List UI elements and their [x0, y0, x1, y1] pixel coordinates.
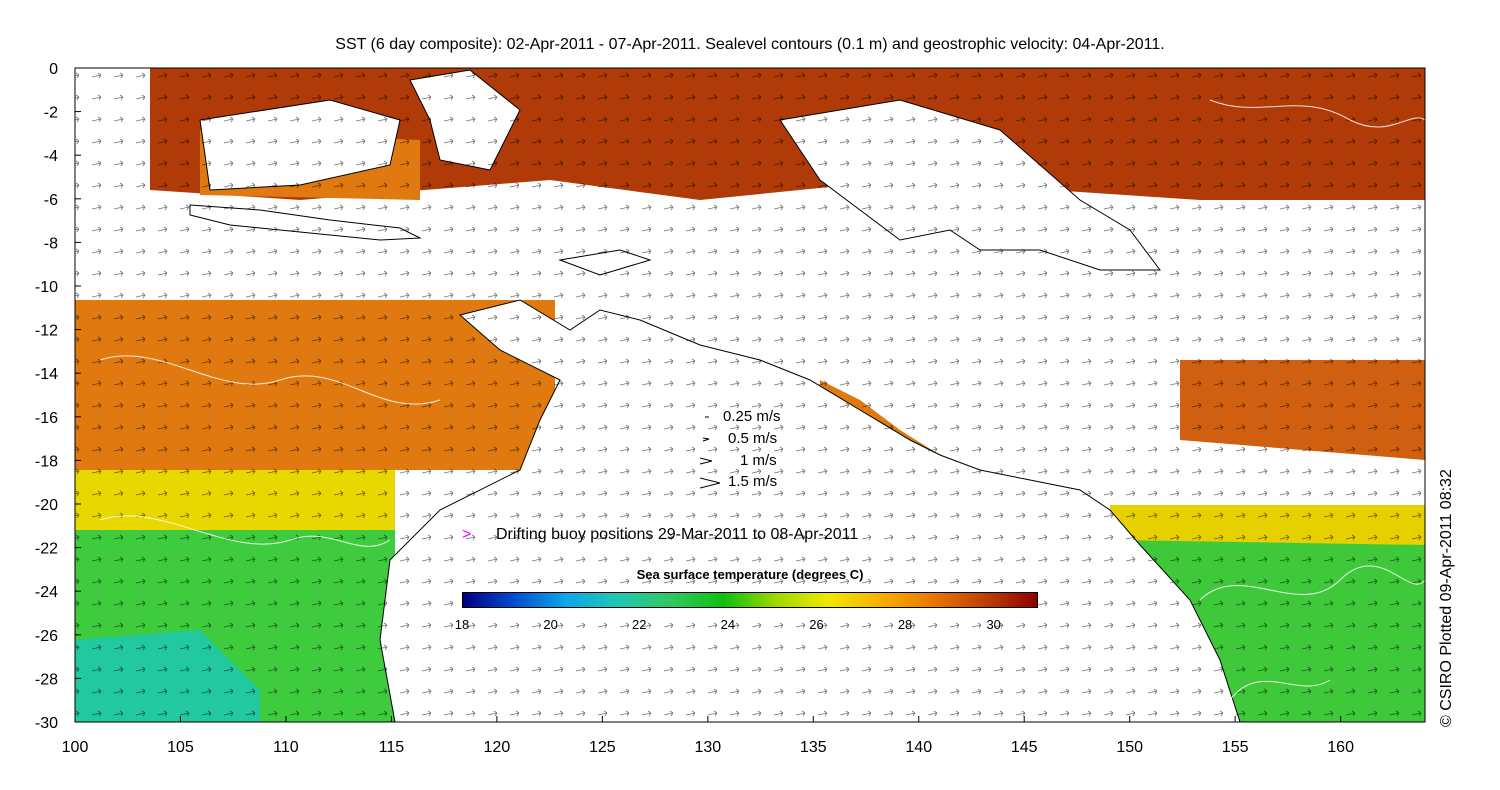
colorbar-tick-label: 24 [720, 617, 736, 632]
y-axis-ticks: 0 -2 -4 -6 -8 -10 -12 -14 -16 -18 -20 -22 -24 -26 -28 -… [35, 61, 81, 732]
sealevel-contours [99, 99, 1425, 701]
velocity-legend-label: 0.25 m/s [723, 408, 781, 425]
x-tick-label: 100 [62, 739, 89, 756]
plot-credit: © CSIRO Plotted 09-Apr-2011 08:32 [1438, 469, 1455, 727]
colorbar-tick-label: 26 [809, 617, 824, 632]
y-tick-label: -16 [35, 410, 58, 427]
x-tick-label: 115 [379, 739, 405, 756]
x-tick-label: 150 [1116, 739, 1143, 756]
x-tick-label: 155 [1222, 739, 1249, 756]
x-tick-label: 145 [1011, 739, 1038, 756]
buoy-legend-label: Drifting buoy positions 29-Mar-2011 to 0… [496, 526, 859, 543]
x-tick-label: 160 [1327, 739, 1354, 756]
velocity-legend-arrows [700, 416, 721, 489]
colorbar-tick-label: 20 [543, 617, 558, 632]
x-tick-label: 140 [905, 739, 932, 756]
colorbar-tick-label: 18 [454, 617, 470, 632]
map-frame [74, 67, 1426, 723]
y-tick-label: -14 [35, 366, 58, 383]
x-tick-label: 105 [167, 739, 194, 756]
sst-colorbar [462, 592, 1038, 608]
y-tick-label: -8 [44, 235, 58, 252]
y-tick-label: -12 [35, 323, 58, 340]
y-tick-label: -22 [35, 541, 58, 558]
y-tick-label: -2 [44, 105, 58, 122]
velocity-legend-label: 0.5 m/s [728, 430, 778, 447]
y-tick-label: -18 [35, 453, 58, 470]
colorbar-tick-label: 22 [631, 617, 647, 632]
y-tick-label: -6 [44, 192, 58, 209]
x-tick-label: 130 [694, 739, 721, 756]
x-tick-label: 125 [589, 739, 616, 756]
x-tick-label: 120 [484, 739, 511, 756]
y-tick-label: -26 [35, 628, 58, 645]
y-tick-label: 0 [49, 61, 58, 78]
colorbar-tick-label: 28 [897, 617, 913, 632]
colorbar-tick-label: 30 [986, 617, 1001, 632]
geostrophic-velocity-arrows [75, 68, 1425, 722]
y-tick-label: -24 [35, 584, 58, 601]
map-title: SST (6 day composite): 02-Apr-2011 - 07-… [335, 36, 1165, 53]
colorbar-title: Sea surface temperature (degrees C) [636, 567, 864, 582]
x-tick-label: 135 [800, 739, 827, 756]
map-plot-area [75, 68, 1425, 722]
y-tick-label: -10 [35, 279, 58, 296]
velocity-legend-label: 1.5 m/s [728, 473, 778, 490]
y-tick-label: -4 [44, 148, 58, 165]
buoy-marker-icon: > [462, 526, 472, 543]
y-tick-label: -28 [35, 671, 58, 688]
y-tick-label: -20 [35, 497, 58, 514]
x-axis-ticks: 100 105 110 115 120 125 130 135 140 145 150 155 160 [62, 716, 1354, 756]
x-tick-label: 110 [273, 739, 299, 756]
velocity-legend-label: 1 m/s [740, 452, 777, 469]
y-tick-label: -30 [35, 715, 58, 732]
